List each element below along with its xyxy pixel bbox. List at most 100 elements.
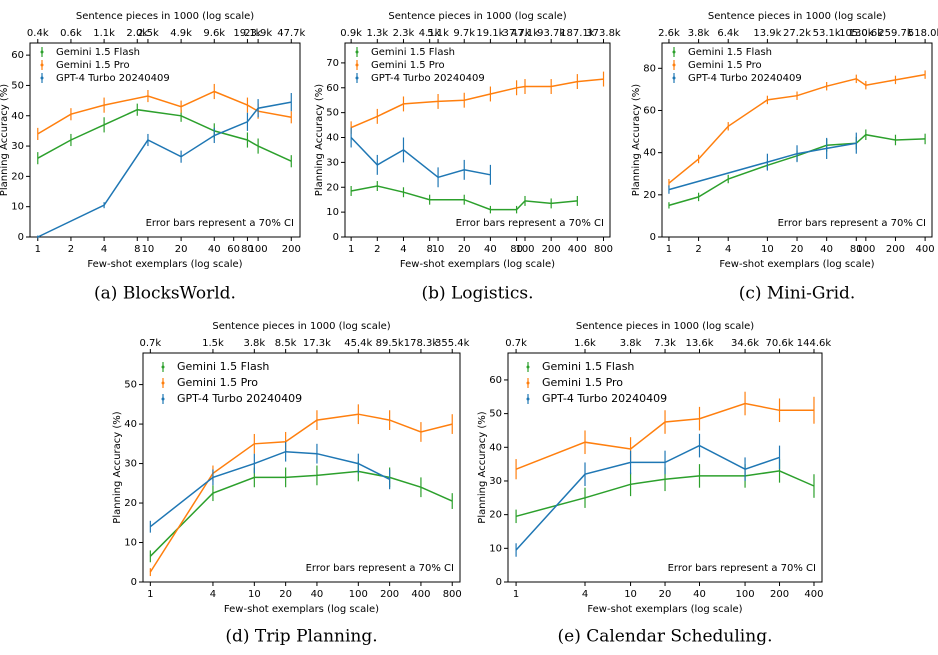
x-axis-label: Few-shot exemplars (log scale) [87, 259, 242, 270]
y-tick-label: 80 [643, 63, 656, 74]
legend-dot [161, 365, 165, 369]
x2-tick-label: 0.7k [505, 338, 527, 349]
caption: (d) Trip Planning. [225, 627, 377, 647]
legend-label: Gemini 1.5 Pro [177, 376, 258, 389]
legend-label: Gemini 1.5 Pro [56, 60, 130, 71]
x-tick-label: 10 [142, 244, 155, 255]
x2-axis-label: Sentence pieces in 1000 (log scale) [576, 321, 754, 332]
y-axis-label: Planning Accuracy (%) [314, 84, 325, 196]
x-tick-label: 10 [624, 589, 637, 600]
x2-tick-label: 2.6k [658, 28, 680, 39]
x-tick-label: 80 [850, 244, 863, 255]
y-tick-label: 50 [124, 380, 137, 391]
y-tick-label: 60 [11, 50, 24, 61]
x-tick-label: 400 [568, 244, 587, 255]
caption: (e) Calendar Scheduling. [558, 627, 773, 647]
legend-dot [672, 50, 676, 54]
x-tick-label: 100 [249, 244, 268, 255]
x-tick-label: 60 [227, 244, 240, 255]
y-tick-label: 40 [643, 148, 656, 159]
y-tick-label: 10 [489, 543, 502, 554]
x2-tick-label: 45.4k [344, 338, 372, 349]
x2-tick-label: 0.4k [27, 28, 49, 39]
x-tick-label: 1 [513, 589, 519, 600]
x2-axis-label: Sentence pieces in 1000 (log scale) [388, 11, 566, 22]
plot-frame [142, 352, 461, 583]
x-tick-label: 2 [695, 244, 701, 255]
x2-tick-label: 1.3k [366, 28, 388, 39]
x-tick-label: 200 [380, 589, 399, 600]
x-tick-label: 1 [147, 589, 153, 600]
x-tick-label: 1 [348, 244, 354, 255]
x2-tick-label: 6.4k [717, 28, 739, 39]
x-tick-label: 100 [856, 244, 875, 255]
x-tick-label: 4 [210, 589, 216, 600]
series-line [515, 444, 780, 551]
legend-dot [672, 76, 676, 80]
y-tick-label: 20 [11, 171, 24, 182]
legend-label: Gemini 1.5 Flash [56, 47, 140, 58]
series-line [37, 101, 292, 238]
x-axis-label: Few-shot exemplars (log scale) [719, 259, 874, 270]
y-tick-label: 0 [650, 232, 656, 243]
caption: (c) Mini-Grid. [739, 284, 856, 304]
y-tick-label: 50 [326, 108, 339, 119]
x2-tick-label: 105.0k [839, 28, 874, 39]
x2-tick-label: 17.3k [303, 338, 331, 349]
series-line [149, 470, 453, 557]
x2-tick-label: 1.1k [93, 28, 115, 39]
annotation: Error bars represent a 70% CI [456, 218, 604, 229]
y-axis-label: Planning Accuracy (%) [0, 84, 10, 196]
x2-tick-label: 27.2k [783, 28, 811, 39]
x2-tick-label: 7.3k [654, 338, 676, 349]
x-tick-label: 200 [282, 244, 301, 255]
x-tick-label: 1 [666, 244, 672, 255]
y-tick-label: 30 [326, 157, 339, 168]
x-tick-label: 10 [248, 589, 261, 600]
x-tick-label: 20 [458, 244, 471, 255]
x2-tick-label: 1.5k [202, 338, 224, 349]
legend-dot [355, 76, 359, 80]
annotation: Error bars represent a 70% CI [668, 563, 816, 574]
x2-tick-label: 47.1k [511, 28, 539, 39]
series-line [515, 470, 815, 518]
x-tick-label: 4 [582, 589, 588, 600]
x-tick-label: 4 [725, 244, 731, 255]
x-tick-label: 400 [916, 244, 935, 255]
x-tick-label: 200 [542, 244, 561, 255]
legend-label: Gemini 1.5 Pro [371, 60, 445, 71]
y-tick-label: 40 [11, 111, 24, 122]
x2-tick-label: 3.8k [688, 28, 710, 39]
legend-dot [526, 381, 530, 385]
x2-tick-label: 1.6k [574, 338, 596, 349]
annotation: Error bars represent a 70% CI [146, 218, 294, 229]
x-tick-label: 8 [134, 244, 140, 255]
legend-dot [40, 76, 44, 80]
x2-tick-label: 9.6k [203, 28, 225, 39]
y-tick-label: 0 [18, 232, 24, 243]
x-tick-label: 20 [279, 589, 292, 600]
x2-tick-label: 19.1k [476, 28, 504, 39]
x-axis-label: Few-shot exemplars (log scale) [400, 259, 555, 270]
y-tick-label: 60 [643, 105, 656, 116]
x-tick-label: 400 [411, 589, 430, 600]
x2-tick-label: 2.3k [393, 28, 415, 39]
x-tick-label: 2 [68, 244, 74, 255]
y-tick-label: 10 [124, 538, 137, 549]
series-line [37, 108, 292, 162]
y-tick-label: 30 [489, 476, 502, 487]
y-tick-label: 0 [496, 577, 502, 588]
legend-dot [526, 397, 530, 401]
series-line [350, 185, 578, 211]
y-tick-label: 70 [326, 58, 339, 69]
x2-tick-label: 4.1k [419, 28, 441, 39]
legend-dot [526, 365, 530, 369]
x2-axis-label: Sentence pieces in 1000 (log scale) [76, 11, 254, 22]
y-tick-label: 10 [11, 202, 24, 213]
y-axis-label: Planning Accuracy (%) [112, 411, 123, 523]
x-tick-label: 800 [443, 589, 462, 600]
legend-dot [355, 63, 359, 67]
y-tick-label: 50 [11, 80, 24, 91]
x2-tick-label: 0.6k [60, 28, 82, 39]
